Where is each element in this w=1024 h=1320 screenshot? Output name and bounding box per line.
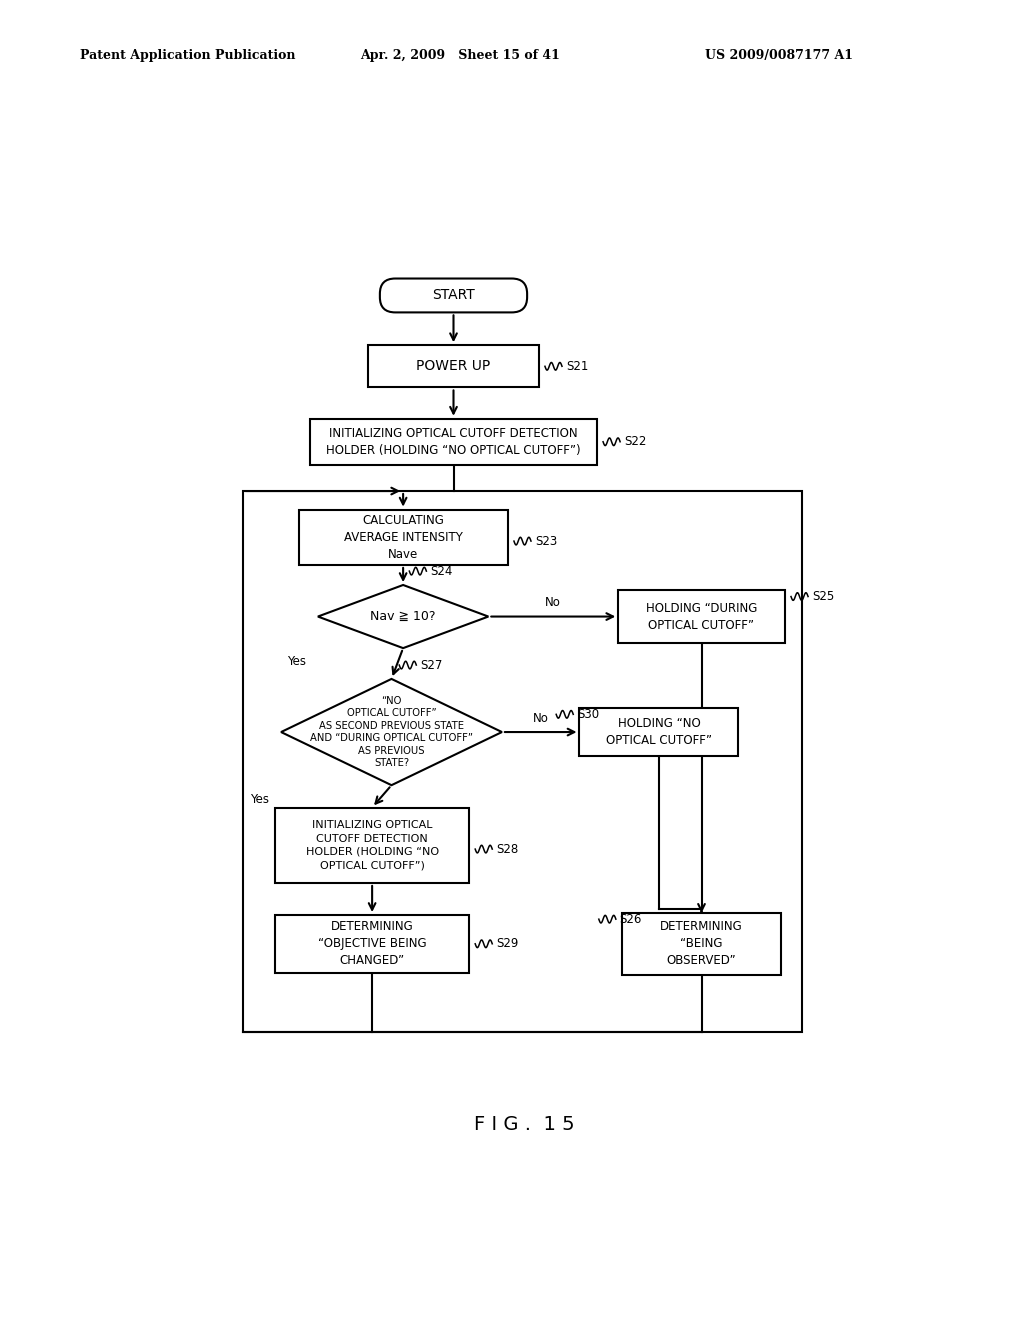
Text: HOLDING “DURING
OPTICAL CUTOFF”: HOLDING “DURING OPTICAL CUTOFF” xyxy=(646,602,757,631)
Text: “NO
OPTICAL CUTOFF”
AS SECOND PREVIOUS STATE
AND “DURING OPTICAL CUTOFF”
AS PREV: “NO OPTICAL CUTOFF” AS SECOND PREVIOUS S… xyxy=(310,696,473,768)
Bar xyxy=(275,808,469,883)
Bar xyxy=(580,708,738,756)
Text: S23: S23 xyxy=(535,535,557,548)
Text: S21: S21 xyxy=(566,360,588,372)
Text: Yes: Yes xyxy=(288,656,306,668)
Bar xyxy=(275,915,469,973)
Text: S28: S28 xyxy=(496,842,518,855)
Text: S26: S26 xyxy=(620,912,642,925)
FancyBboxPatch shape xyxy=(380,279,527,313)
Text: F I G .  1 5: F I G . 1 5 xyxy=(474,1115,575,1134)
Text: START: START xyxy=(432,289,475,302)
Text: S25: S25 xyxy=(812,590,835,603)
Text: Yes: Yes xyxy=(251,792,269,805)
Bar xyxy=(310,418,597,465)
Bar xyxy=(299,510,508,565)
Text: Apr. 2, 2009   Sheet 15 of 41: Apr. 2, 2009 Sheet 15 of 41 xyxy=(360,49,560,62)
Text: S29: S29 xyxy=(496,937,518,950)
Bar xyxy=(243,491,802,1032)
Text: INITIALIZING OPTICAL CUTOFF DETECTION
HOLDER (HOLDING “NO OPTICAL CUTOFF”): INITIALIZING OPTICAL CUTOFF DETECTION HO… xyxy=(327,426,581,457)
Text: S22: S22 xyxy=(624,436,646,449)
Text: CALCULATING
AVERAGE INTENSITY
Nave: CALCULATING AVERAGE INTENSITY Nave xyxy=(344,513,463,561)
Text: No: No xyxy=(532,711,549,725)
Text: S24: S24 xyxy=(430,565,453,578)
Bar xyxy=(622,913,781,974)
Text: S30: S30 xyxy=(578,708,599,721)
Text: Nav ≧ 10?: Nav ≧ 10? xyxy=(371,610,436,623)
Text: US 2009/0087177 A1: US 2009/0087177 A1 xyxy=(705,49,853,62)
Text: Patent Application Publication: Patent Application Publication xyxy=(80,49,295,62)
Text: POWER UP: POWER UP xyxy=(417,359,490,374)
Text: S27: S27 xyxy=(420,659,442,672)
Polygon shape xyxy=(317,585,488,648)
Text: DETERMINING
“BEING
OBSERVED”: DETERMINING “BEING OBSERVED” xyxy=(660,920,742,968)
Text: DETERMINING
“OBJECTIVE BEING
CHANGED”: DETERMINING “OBJECTIVE BEING CHANGED” xyxy=(317,920,426,968)
Text: HOLDING “NO
OPTICAL CUTOFF”: HOLDING “NO OPTICAL CUTOFF” xyxy=(606,717,712,747)
Text: No: No xyxy=(546,597,561,610)
Bar xyxy=(369,345,539,388)
Polygon shape xyxy=(281,678,502,785)
Text: INITIALIZING OPTICAL
CUTOFF DETECTION
HOLDER (HOLDING “NO
OPTICAL CUTOFF”): INITIALIZING OPTICAL CUTOFF DETECTION HO… xyxy=(305,821,438,870)
Bar xyxy=(618,590,784,643)
